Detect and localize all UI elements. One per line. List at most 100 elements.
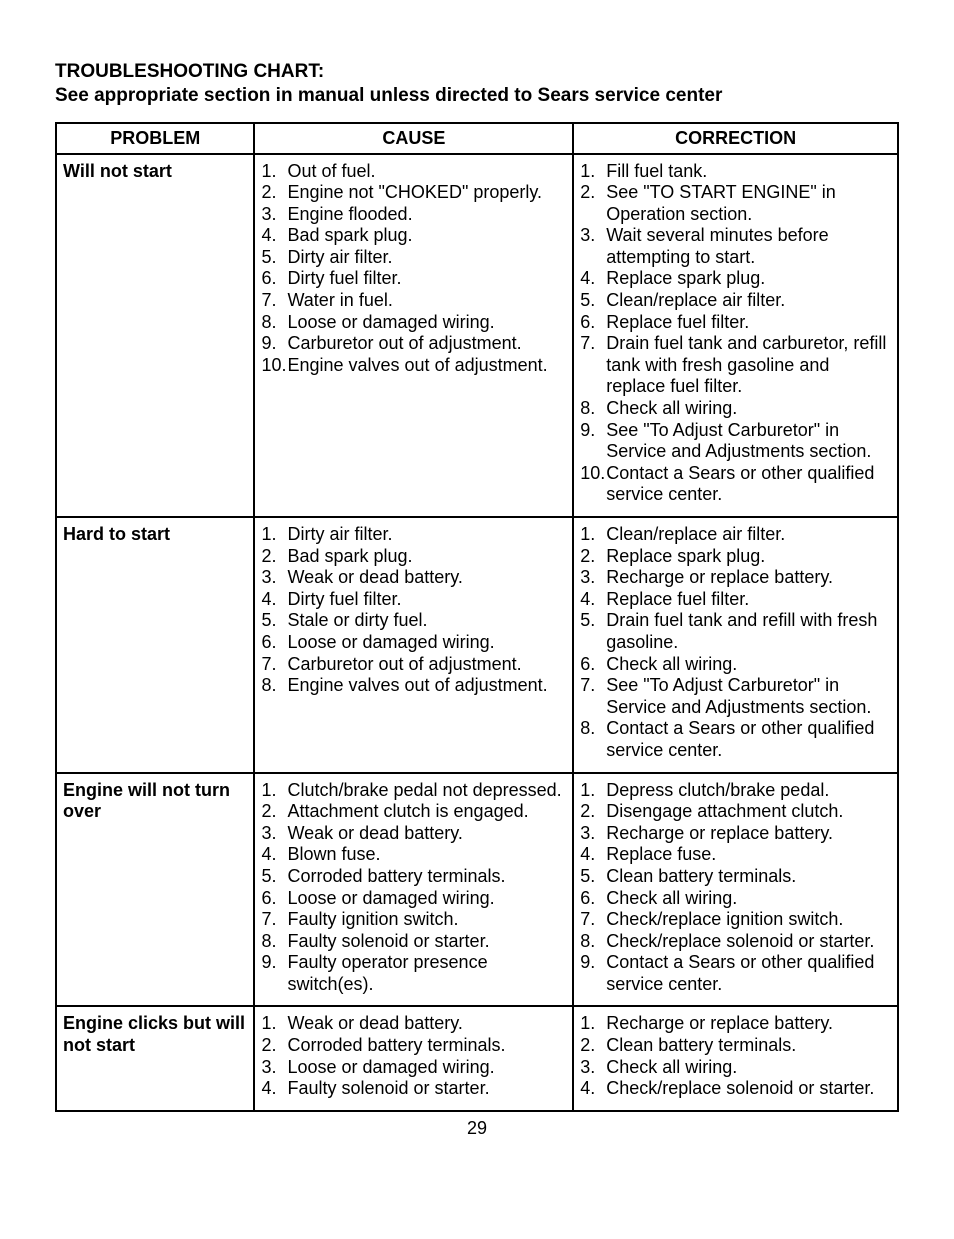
list-item-text: Loose or damaged wiring.: [287, 632, 566, 654]
list-item-number: 8.: [580, 931, 606, 953]
list-item-text: Check all wiring.: [606, 654, 891, 676]
list-item: 9.Contact a Sears or other qualified ser…: [580, 952, 891, 995]
list-item-text: Dirty fuel filter.: [287, 268, 566, 290]
list-item-text: Clean battery terminals.: [606, 866, 891, 888]
cause-cell: 1.Weak or dead battery.2.Corroded batter…: [254, 1006, 573, 1110]
list-item-text: Contact a Sears or other qualified servi…: [606, 463, 891, 506]
list-item: 3.Weak or dead battery.: [261, 567, 566, 589]
list-item-number: 1.: [580, 524, 606, 546]
list-item: 8.Contact a Sears or other qualified ser…: [580, 718, 891, 761]
list-item-number: 2.: [580, 546, 606, 568]
list-item: 2.Attachment clutch is engaged.: [261, 801, 566, 823]
list-item-number: 7.: [261, 290, 287, 312]
list-item-text: Water in fuel.: [287, 290, 566, 312]
correction-cell: 1.Depress clutch/brake pedal.2.Disengage…: [573, 773, 898, 1007]
list-item-text: Check all wiring.: [606, 888, 891, 910]
cause-cell: 1.Clutch/brake pedal not depressed.2.Att…: [254, 773, 573, 1007]
list-item-text: Check all wiring.: [606, 398, 891, 420]
list-item-text: Weak or dead battery.: [287, 823, 566, 845]
list-item-text: Replace fuse.: [606, 844, 891, 866]
list-item-number: 1.: [580, 780, 606, 802]
list-item-number: 1.: [261, 161, 287, 183]
list-item: 7.Carburetor out of adjustment.: [261, 654, 566, 676]
list-item-text: Out of fuel.: [287, 161, 566, 183]
list-item: 1.Depress clutch/brake pedal.: [580, 780, 891, 802]
list-item: 8.Check all wiring.: [580, 398, 891, 420]
list-item-number: 2.: [580, 182, 606, 204]
list-item-text: Engine flooded.: [287, 204, 566, 226]
list-item-text: See "TO START ENGINE" in Operation secti…: [606, 182, 891, 225]
list-item-number: 2.: [580, 1035, 606, 1057]
list-item: 4.Bad spark plug.: [261, 225, 566, 247]
list-item-text: Loose or damaged wiring.: [287, 312, 566, 334]
list-item-number: 7.: [580, 333, 606, 355]
list-item: 5.Stale or dirty fuel.: [261, 610, 566, 632]
list-item: 9.Faulty operator presence switch(es).: [261, 952, 566, 995]
list-item-text: Engine valves out of adjustment.: [287, 355, 566, 377]
list-item-number: 1.: [261, 524, 287, 546]
troubleshooting-table: PROBLEM CAUSE CORRECTION Will not start1…: [55, 122, 899, 1112]
list-item-text: Engine not "CHOKED" properly.: [287, 182, 566, 204]
list-item-number: 4.: [580, 589, 606, 611]
list-item-number: 5.: [580, 610, 606, 632]
list-item-text: Recharge or replace battery.: [606, 823, 891, 845]
list-item: 3.Wait several minutes before attempting…: [580, 225, 891, 268]
table-row: Engine will not turn over1.Clutch/brake …: [56, 773, 898, 1007]
list-item-text: Clean/replace air filter.: [606, 290, 891, 312]
list-item-text: Check/replace ignition switch.: [606, 909, 891, 931]
list-item-number: 6.: [261, 632, 287, 654]
list-item-number: 3.: [580, 823, 606, 845]
correction-cell: 1.Clean/replace air filter.2.Replace spa…: [573, 517, 898, 773]
list-item: 2.Corroded battery terminals.: [261, 1035, 566, 1057]
heading-line-1: TROUBLESHOOTING CHART:: [55, 60, 899, 84]
list-item-number: 4.: [580, 268, 606, 290]
list-item-number: 3.: [580, 225, 606, 247]
list-item-text: Bad spark plug.: [287, 225, 566, 247]
list-item-number: 7.: [580, 909, 606, 931]
list-item-number: 2.: [261, 546, 287, 568]
list-item-number: 4.: [580, 844, 606, 866]
list-item: 2.Disengage attachment clutch.: [580, 801, 891, 823]
list-item-text: Dirty air filter.: [287, 247, 566, 269]
list-item-number: 10.: [261, 355, 287, 377]
list-item-text: Carburetor out of adjustment.: [287, 333, 566, 355]
list-item: 7.See "To Adjust Carburetor" in Service …: [580, 675, 891, 718]
list-item: 3.Check all wiring.: [580, 1057, 891, 1079]
list-item-text: Disengage attachment clutch.: [606, 801, 891, 823]
list-item-number: 3.: [261, 823, 287, 845]
list-item-number: 1.: [261, 780, 287, 802]
list-item: 6.Check all wiring.: [580, 654, 891, 676]
list-item: 9.See "To Adjust Carburetor" in Service …: [580, 420, 891, 463]
list-item-number: 8.: [261, 312, 287, 334]
list-item-text: Blown fuse.: [287, 844, 566, 866]
list-item: 4.Dirty fuel filter.: [261, 589, 566, 611]
list-item-number: 6.: [580, 312, 606, 334]
col-header-correction: CORRECTION: [573, 123, 898, 154]
list-item: 4.Faulty solenoid or starter.: [261, 1078, 566, 1100]
problem-cell: Engine will not turn over: [56, 773, 254, 1007]
list-item-number: 1.: [580, 1013, 606, 1035]
list-item-number: 9.: [261, 333, 287, 355]
list-item-text: See "To Adjust Carburetor" in Service an…: [606, 420, 891, 463]
table-row: Engine clicks but will not start1.Weak o…: [56, 1006, 898, 1110]
list-item-number: 2.: [261, 801, 287, 823]
list-item-text: Stale or dirty fuel.: [287, 610, 566, 632]
list-item-number: 5.: [261, 247, 287, 269]
list-item-number: 8.: [580, 398, 606, 420]
list-item: 6.Dirty fuel filter.: [261, 268, 566, 290]
list-item-number: 2.: [261, 1035, 287, 1057]
list-item: 1.Clutch/brake pedal not depressed.: [261, 780, 566, 802]
list-item-number: 9.: [261, 952, 287, 974]
list-item: 2.Engine not "CHOKED" properly.: [261, 182, 566, 204]
heading-line-2: See appropriate section in manual unless…: [55, 84, 899, 108]
list-item-text: Faulty solenoid or starter.: [287, 931, 566, 953]
list-item-text: Check/replace solenoid or starter.: [606, 931, 891, 953]
list-item: 3.Engine flooded.: [261, 204, 566, 226]
list-item: 2.Bad spark plug.: [261, 546, 566, 568]
list-item-number: 3.: [261, 567, 287, 589]
table-row: Will not start1.Out of fuel.2.Engine not…: [56, 154, 898, 518]
list-item-number: 1.: [580, 161, 606, 183]
table-header-row: PROBLEM CAUSE CORRECTION: [56, 123, 898, 154]
list-item: 9.Carburetor out of adjustment.: [261, 333, 566, 355]
list-item: 8.Engine valves out of adjustment.: [261, 675, 566, 697]
